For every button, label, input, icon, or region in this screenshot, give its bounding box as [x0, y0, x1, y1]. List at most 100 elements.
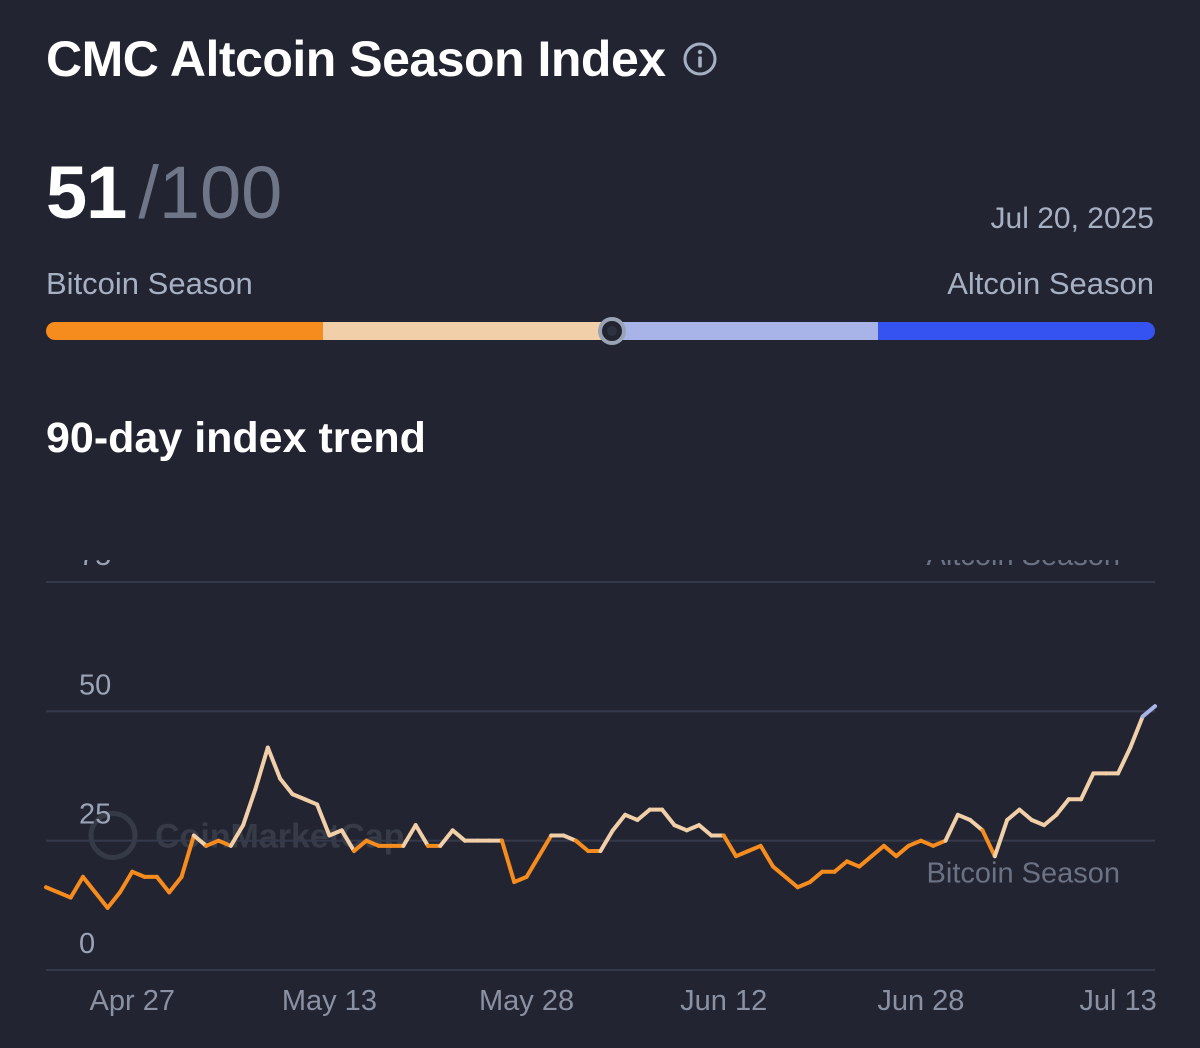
y-tick-label: 50 — [79, 669, 111, 701]
series-line-segment — [832, 859, 849, 874]
series-line-segment — [1017, 807, 1034, 822]
info-circle-icon[interactable] — [682, 41, 718, 77]
series-line-segment — [1054, 797, 1071, 817]
series-line-segment — [154, 874, 172, 895]
series-line-segment — [734, 849, 751, 859]
series-line-segment — [968, 817, 985, 833]
trend-title: 90-day index trend — [46, 414, 426, 462]
series-line-segment — [204, 838, 221, 848]
y-tick-label: 75 — [79, 560, 111, 572]
series-line-segment — [672, 823, 689, 833]
series-line-segment — [807, 869, 825, 885]
series-line-segment — [697, 823, 714, 838]
season-gauge — [46, 322, 1155, 340]
series-line-segment — [1042, 812, 1059, 828]
series-line-segment — [536, 833, 554, 859]
series-line-segment — [68, 874, 85, 900]
series-line-segment — [524, 854, 541, 879]
series-line-segment — [352, 838, 369, 854]
gauge-right-label: Altcoin Season — [947, 266, 1154, 301]
series-line-segment — [56, 890, 73, 900]
gauge-marker — [597, 317, 626, 345]
series-line-segment — [573, 838, 591, 854]
gauge-left-label: Bitcoin Season — [46, 266, 253, 301]
series-line-segment — [869, 843, 886, 859]
series-line-segment — [315, 802, 332, 838]
series-line-segment — [339, 828, 357, 854]
zone-label-altcoin: Altcoin Season — [927, 560, 1120, 572]
x-tick-label: May 28 — [479, 985, 574, 1017]
gauge-segment-4 — [877, 322, 1155, 340]
score-max: /100 — [138, 151, 283, 234]
series-line-segment — [1128, 714, 1145, 750]
zone-label-bitcoin: Bitcoin Season — [927, 858, 1120, 890]
series-line-segment — [783, 874, 800, 890]
series-line-segment — [499, 838, 517, 885]
index-score: 51 /100 — [46, 150, 282, 235]
series-line-segment — [438, 828, 455, 848]
series-line-segment — [610, 812, 628, 833]
y-tick-label: 25 — [79, 799, 111, 831]
series-line-segment — [93, 890, 110, 910]
series-line-segment — [918, 838, 936, 848]
series-line-segment — [721, 833, 739, 859]
series-line-segment — [401, 823, 418, 848]
series-line-segment — [216, 838, 233, 848]
series-line-segment — [253, 745, 270, 791]
page-title: CMC Altcoin Season Index — [46, 31, 666, 87]
gauge-segment-3 — [600, 322, 878, 340]
series-line-segment — [906, 838, 923, 848]
series-line-segment — [179, 833, 196, 879]
series-line-segment — [105, 890, 122, 910]
x-tick-label: Jun 12 — [680, 985, 767, 1017]
x-tick-label: Jun 28 — [877, 985, 964, 1017]
gauge-segment-1 — [46, 322, 324, 340]
series-line-segment — [167, 874, 184, 895]
series-line-segment — [1140, 704, 1157, 719]
series-line-segment — [771, 864, 788, 879]
series-line-segment — [413, 823, 430, 848]
series-line-segment — [80, 874, 98, 895]
x-tick-label: May 13 — [282, 985, 377, 1017]
series-line-segment — [117, 869, 135, 895]
series-line-segment — [44, 885, 61, 895]
series-line-segment — [278, 776, 295, 797]
series-line-segment — [795, 880, 812, 890]
score-value: 51 — [46, 151, 127, 234]
series-line-segment — [623, 812, 640, 822]
x-tick-label: Apr 27 — [90, 985, 175, 1017]
series-line-segment — [290, 792, 307, 802]
series-line-segment — [857, 854, 874, 869]
series-line-segment — [241, 786, 258, 828]
series-line-segment — [894, 843, 911, 859]
x-tick-label: Jul 13 — [1079, 985, 1156, 1017]
series-line-segment — [1116, 745, 1133, 776]
series-line-segment — [881, 843, 899, 859]
series-line-segment — [1079, 771, 1096, 802]
series-line-segment — [660, 807, 677, 828]
header: CMC Altcoin Season Index — [46, 30, 718, 88]
series-line-segment — [746, 843, 763, 854]
series-line-segment — [598, 828, 615, 854]
trend-chart: CoinMarketCap 0 25 50 75 Altcoin Season Bitcoi… — [44, 560, 1157, 1017]
series-line-segment — [1029, 817, 1047, 828]
series-line-segment — [635, 807, 652, 822]
series-line-segment — [980, 828, 997, 859]
series-line-segment — [943, 812, 960, 843]
series-line-segment — [992, 817, 1010, 859]
series-line-segment — [327, 828, 344, 838]
series-line-segment — [364, 838, 381, 848]
series-line-segment — [228, 823, 246, 848]
series-line-segment — [758, 843, 776, 869]
series-line-segment — [955, 812, 973, 822]
watermark: CoinMarketCap — [88, 810, 404, 860]
series-line-segment — [302, 797, 320, 807]
series-line-segment — [130, 869, 147, 879]
series-line-segment — [1005, 807, 1022, 822]
series-line-segment — [561, 833, 578, 843]
y-tick-label: 0 — [79, 928, 95, 960]
series-line-segment — [512, 874, 529, 885]
series-line-segment — [931, 838, 948, 848]
gauge-segment-2 — [323, 322, 601, 340]
series-line-segment — [191, 833, 209, 848]
